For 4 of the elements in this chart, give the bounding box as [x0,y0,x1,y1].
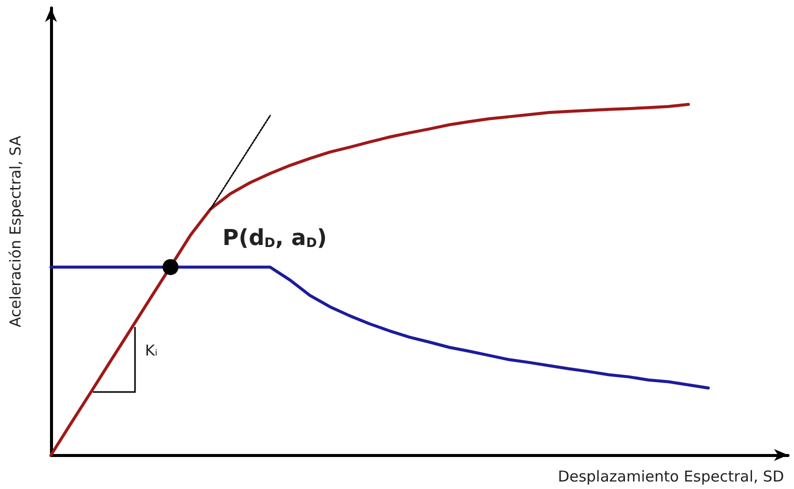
annotation: P(dD, aD) [222,226,327,252]
x-axis-title: Desplazamiento Espectral, SD [558,468,784,486]
annotation: Kᵢ [145,342,158,360]
y-axis-title: Aceleración Espectral, SA [6,135,24,328]
